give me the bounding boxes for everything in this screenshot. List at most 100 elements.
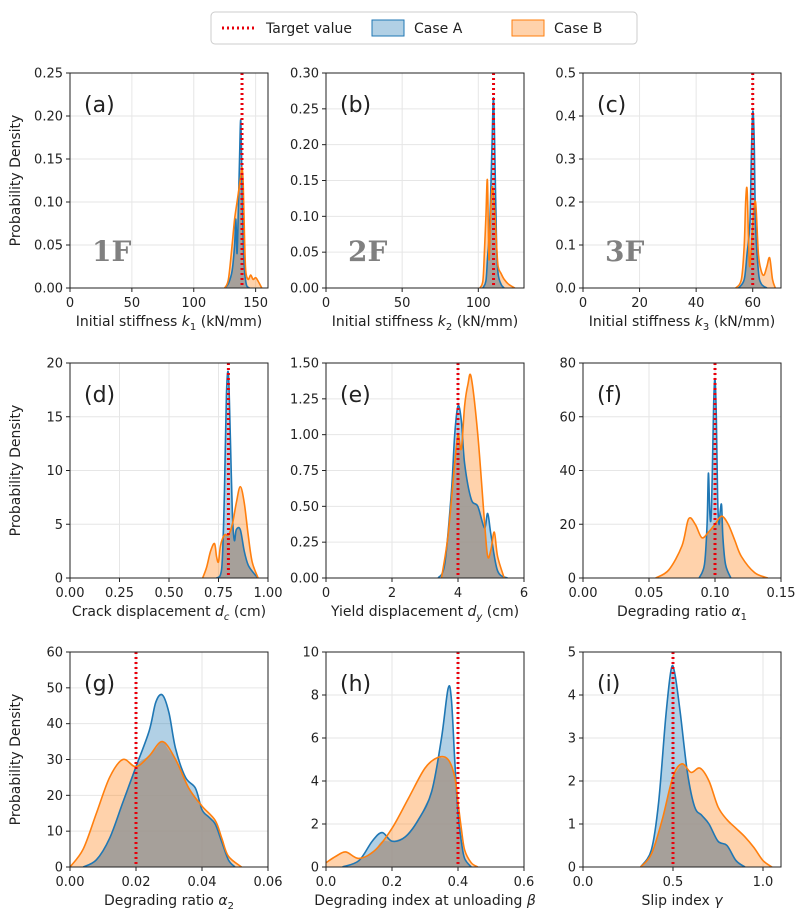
ytick-label-b-4: 0.20 <box>290 138 319 153</box>
panel-e: 0 2 4 6 0.00 0.25 0.50 0.75 1.00 1.25 1.50 Yield di… <box>290 357 528 624</box>
ytick-label-d-3: 15 <box>46 410 63 425</box>
xtick-label-h-0: 0.0 <box>316 875 337 890</box>
xtick-label-h-3: 0.6 <box>514 875 535 890</box>
panel-label-h: (h) <box>340 672 371 697</box>
plot-area-a <box>223 73 263 288</box>
ytick-label-d-0: 0 <box>55 572 63 587</box>
xtick-label-b-1: 50 <box>394 296 411 311</box>
ytick-label-i-1: 1 <box>568 818 576 833</box>
xtick-label-h-1: 0.2 <box>382 875 403 890</box>
xtick-label-c-0: 0 <box>579 296 587 311</box>
panel-label-b: (b) <box>340 93 371 118</box>
legend-label-case-b: Case B <box>554 21 602 37</box>
ylabel-a: Probability Density <box>8 115 24 247</box>
xlabel-part-e-3: (cm) <box>482 604 519 620</box>
ytick-label-a-1: 0.05 <box>34 239 63 254</box>
ytick-label-h-4: 8 <box>311 689 319 704</box>
curve-case-a-g <box>82 693 236 867</box>
plot-area-e <box>437 363 508 578</box>
ytick-label-c-2: 0.2 <box>555 196 576 211</box>
panel-a: 0 50 100 150 0.00 0.05 0.10 0.15 0.20 0.25 Initial… <box>8 67 269 333</box>
ytick-label-i-3: 3 <box>568 732 576 747</box>
axes-frame-h <box>325 651 525 868</box>
legend-label-case-a: Case A <box>414 21 463 37</box>
xtick-label-i-1: 0.5 <box>663 875 684 890</box>
panel-d: 0.00 0.25 0.50 0.75 1.00 0 5 10 15 20 Crack displa… <box>8 357 282 624</box>
xlabel-f: Degrading ratio α1 <box>617 604 747 623</box>
ytick-label-a-4: 0.20 <box>34 110 63 125</box>
ylabel-d: Probability Density <box>8 405 24 537</box>
xtick-label-d-0: 0.00 <box>56 586 85 601</box>
panel-label-c: (c) <box>597 93 626 118</box>
ytick-label-g-2: 20 <box>46 789 63 804</box>
xtick-label-g-1: 0.02 <box>122 875 151 890</box>
xtick-label-f-0: 0.00 <box>569 586 598 601</box>
ytick-label-i-0: 0 <box>568 861 576 876</box>
xtick-label-g-0: 0.00 <box>56 875 85 890</box>
xlabel-part-d-1: d <box>215 604 224 620</box>
floor-label-c: 3F <box>605 235 644 268</box>
curve-case-a-h <box>342 685 472 867</box>
ytick-label-c-4: 0.4 <box>555 110 576 125</box>
panel-f: 0.00 0.05 0.10 0.15 0 20 40 60 80 Degrading ratio… <box>559 357 795 624</box>
area-overlap-d <box>202 523 259 578</box>
xtick-label-f-1: 0.05 <box>635 586 664 601</box>
curve-case-b-b <box>479 178 516 288</box>
ytick-label-d-1: 5 <box>55 518 63 533</box>
ytick-label-h-5: 10 <box>302 646 319 661</box>
ytick-label-h-3: 6 <box>311 732 319 747</box>
ytick-label-f-4: 80 <box>559 357 576 372</box>
xlabel-b: Initial stiffness k2 (kN/mm) <box>332 314 518 333</box>
xlabel-part-d-3: (cm) <box>229 604 266 620</box>
xlabel-part-f-2: 1 <box>741 612 747 623</box>
xlabel-part-g-1: α <box>218 893 228 909</box>
ytick-label-g-0: 0 <box>55 861 63 876</box>
xtick-label-h-2: 0.4 <box>448 875 469 890</box>
panel-label-a: (a) <box>84 93 115 118</box>
ytick-label-f-1: 20 <box>559 518 576 533</box>
xlabel-part-d-2: c <box>224 612 230 623</box>
xtick-label-d-4: 1.00 <box>254 586 283 601</box>
ytick-label-i-2: 2 <box>568 775 576 790</box>
panel-g: 0.00 0.02 0.04 0.06 0 10 20 30 40 50 60 Degrading r… <box>8 646 282 913</box>
area-overlap-g <box>70 741 242 867</box>
xlabel-part-e-0: Yield displacement <box>330 604 468 620</box>
xlabel-g: Degrading ratio α2 <box>104 893 234 912</box>
panel-label-d: (d) <box>84 383 115 408</box>
plot-area-g <box>70 652 243 867</box>
xtick-label-a-2: 100 <box>181 296 206 311</box>
xlabel-e: Yield displacement dy (cm) <box>330 604 519 623</box>
ytick-label-e-0: 0.00 <box>290 572 319 587</box>
xlabel-part-h-1: β <box>526 893 536 909</box>
xlabel-part-c-2: 3 <box>703 322 709 333</box>
ytick-label-g-4: 40 <box>46 717 63 732</box>
plot-area-b <box>479 73 516 288</box>
curve-case-a-b <box>482 97 505 288</box>
ytick-label-b-6: 0.30 <box>290 67 319 82</box>
plot-area-d <box>201 363 259 578</box>
legend-case-b-swatch <box>511 19 545 37</box>
panel-label-i: (i) <box>597 672 620 697</box>
legend: Target value Case A Case B <box>210 11 638 45</box>
ytick-label-g-3: 30 <box>46 753 63 768</box>
axes-frame-i <box>582 651 782 868</box>
ytick-label-h-1: 2 <box>311 818 319 833</box>
ytick-label-b-1: 0.05 <box>290 246 319 261</box>
area-overlap-b <box>479 186 515 288</box>
panel-h: 0.0 0.2 0.4 0.6 0 2 4 6 8 10 Degrading index at un… <box>302 646 535 910</box>
panel-b: 0 50 100 0.00 0.05 0.10 0.15 0.20 0.25 0.30 Initia… <box>290 67 525 333</box>
xtick-label-d-1: 0.25 <box>105 586 134 601</box>
plot-area-h <box>326 652 479 867</box>
area-overlap-i <box>640 763 772 867</box>
curve-case-a-i <box>639 664 746 867</box>
xlabel-part-a-0: Initial stiffness <box>76 314 182 330</box>
area-case-a-d <box>216 371 259 578</box>
curve-case-b-g <box>70 740 243 867</box>
ytick-label-b-2: 0.10 <box>290 210 319 225</box>
floor-label-a: 1F <box>92 235 131 268</box>
ytick-label-g-5: 50 <box>46 681 63 696</box>
xlabel-part-g-0: Degrading ratio <box>104 893 218 909</box>
xtick-label-d-3: 0.75 <box>204 586 233 601</box>
xtick-label-f-3: 0.15 <box>767 586 796 601</box>
ytick-label-a-3: 0.15 <box>34 153 63 168</box>
